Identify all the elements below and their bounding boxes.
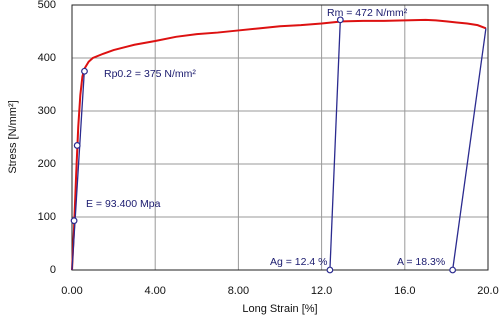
annotation: A = 18.3%	[397, 256, 445, 268]
x-tick-label: 20.0	[477, 285, 498, 297]
marker	[70, 217, 78, 225]
annotation: Rp0.2 = 375 N/mm²	[104, 68, 196, 80]
x-tick-label: 8.00	[228, 285, 249, 297]
plot-frame	[71, 4, 489, 271]
y-tick-label: 200	[38, 158, 56, 170]
y-tick-label: 500	[38, 0, 56, 11]
y-axis-label: Stress [N/mm²]	[7, 100, 19, 173]
marker	[336, 16, 344, 24]
data-line	[71, 68, 86, 271]
y-tick-label: 400	[38, 52, 56, 64]
data-line	[329, 19, 341, 271]
annotation: Ag = 12.4 %	[270, 256, 328, 268]
x-tick-label: 4.00	[144, 285, 165, 297]
annotation: Rm = 472 N/mm²	[327, 7, 408, 19]
annotation: E = 93.400 Mpa	[86, 198, 161, 210]
y-tick-label: 300	[38, 105, 56, 117]
marker	[326, 266, 334, 274]
marker	[81, 67, 88, 75]
x-tick-label: 16.0	[394, 285, 415, 297]
marker	[73, 142, 81, 149]
x-tick-label: 0.00	[61, 285, 82, 297]
y-tick-label: 100	[38, 211, 56, 223]
data-line	[71, 18, 487, 271]
marker	[449, 266, 457, 274]
y-tick-label: 0	[50, 264, 56, 276]
x-tick-label: 12.0	[311, 285, 332, 297]
x-axis-label: Long Strain [%]	[242, 303, 317, 315]
plot-area	[72, 5, 488, 270]
data-line	[451, 28, 487, 271]
